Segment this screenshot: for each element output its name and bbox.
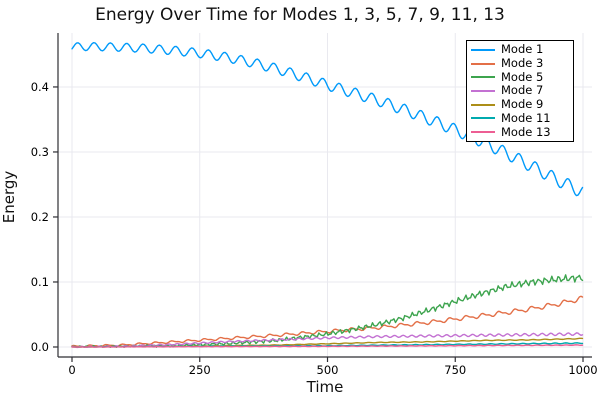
x-tick-label: 500 (317, 363, 339, 377)
legend-label: Mode 9 (501, 97, 544, 112)
legend-label: Mode 3 (501, 56, 544, 71)
x-axis-label: Time (306, 378, 344, 396)
legend-swatch (471, 131, 495, 134)
y-axis-label: Energy (0, 170, 18, 224)
legend-entry-mode-5: Mode 5 (471, 69, 569, 84)
legend-entry-mode-13: Mode 13 (471, 124, 569, 139)
x-tick-label: 750 (444, 363, 466, 377)
legend-swatch (471, 117, 495, 120)
x-tick-label: 250 (189, 363, 211, 377)
legend-entry-mode-11: Mode 11 (471, 110, 569, 125)
series-line-mode-7 (71, 332, 584, 349)
legend-entry-mode-7: Mode 7 (471, 84, 569, 97)
legend-entry-mode-1: Mode 1 (471, 43, 569, 56)
x-tick-label: 0 (68, 363, 75, 377)
legend-swatch (471, 48, 495, 51)
legend-entry-mode-3: Mode 3 (471, 57, 569, 70)
series-line-mode-1 (71, 42, 584, 197)
series-line-mode-13 (71, 344, 584, 348)
legend-label: Mode 1 (501, 42, 544, 57)
legend-label: Mode 5 (501, 69, 544, 84)
y-tick-label: 0.1 (31, 275, 49, 289)
legend-label: Mode 7 (501, 83, 544, 98)
legend-swatch (471, 89, 495, 92)
y-tick-label: 0.4 (31, 80, 49, 94)
legend-label: Mode 13 (501, 124, 551, 139)
x-tick-label: 1000 (568, 363, 597, 377)
legend-entry-mode-9: Mode 9 (471, 98, 569, 111)
legend-swatch (471, 103, 495, 106)
y-tick-label: 0.0 (31, 340, 49, 354)
legend-swatch (471, 76, 495, 79)
legend-label: Mode 11 (501, 110, 551, 125)
legend: Mode 1 Mode 3 Mode 5 Mode 7 Mode 9 Mode 11 Mod… (466, 40, 574, 142)
y-tick-label: 0.2 (31, 210, 49, 224)
chart-title: Energy Over Time for Modes 1, 3, 5, 7, 9… (95, 5, 505, 25)
legend-swatch (471, 62, 495, 65)
y-tick-label: 0.3 (31, 145, 49, 159)
